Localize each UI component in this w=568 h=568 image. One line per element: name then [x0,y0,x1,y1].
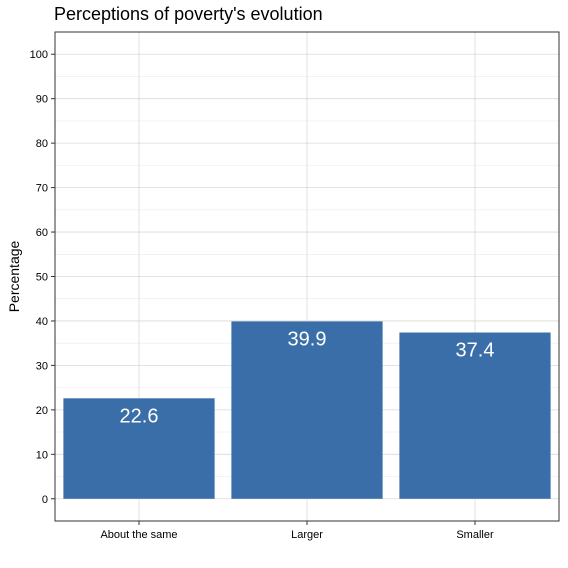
y-tick-label: 90 [36,94,48,106]
bar-value-label: 22.6 [120,405,159,427]
y-tick-label: 30 [36,360,48,372]
bar-larger [231,321,383,499]
bars [63,321,551,499]
y-tick-label: 50 [36,272,48,284]
y-tick-label: 80 [36,138,48,150]
y-tick-label: 10 [36,449,48,461]
y-tick-label: 20 [36,405,48,417]
x-tick-label: Larger [291,529,323,541]
bar-about-the-same [63,398,215,499]
bar-value-label: 39.9 [288,328,327,350]
y-tick-label: 0 [42,494,48,506]
y-tick-label: 100 [30,49,48,61]
bar-smaller [399,332,551,499]
bar-value-label: 37.4 [456,340,495,362]
y-tick-label: 40 [36,316,48,328]
y-axis: 0 10 20 30 40 50 60 70 80 90 100 [30,49,55,506]
x-tick-label: About the same [100,529,177,541]
chart-title: Perceptions of poverty's evolution [54,4,323,24]
x-tick-label: Smaller [456,529,494,541]
x-axis: About the same Larger Smaller [100,521,494,541]
y-tick-label: 60 [36,227,48,239]
bar-value-labels: 22.6 39.9 37.4 [120,328,495,427]
y-axis-title: Percentage [6,240,22,312]
y-tick-label: 70 [36,183,48,195]
